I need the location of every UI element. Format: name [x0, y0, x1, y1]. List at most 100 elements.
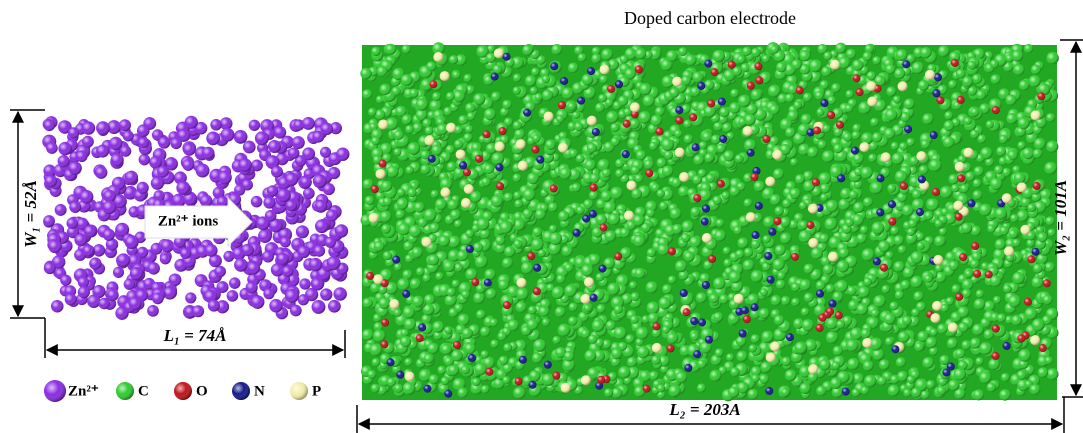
c-atom-shade — [922, 113, 933, 124]
c-atom-shade — [804, 264, 814, 274]
zn-atom-shade — [297, 246, 310, 259]
c-atom-shade — [502, 258, 513, 269]
c-atom-shade — [944, 120, 955, 131]
zn-atom-shade — [243, 141, 256, 154]
c-atom-shade — [441, 344, 452, 355]
zn-atom-shade — [327, 256, 341, 270]
zn-atom-shade — [69, 201, 81, 213]
c-atom-shade — [863, 197, 873, 207]
c-atom-shade — [754, 181, 765, 192]
zn-atom-shade — [238, 158, 251, 171]
c-atom-shade — [815, 91, 824, 100]
c-atom-shade — [542, 318, 550, 326]
c-atom-shade — [958, 306, 970, 318]
zn-atom-shade — [80, 190, 94, 204]
c-atom-shade — [413, 123, 423, 133]
c-atom-shade — [902, 316, 912, 326]
zn-atom-shade — [255, 131, 269, 145]
c-atom-shade — [405, 166, 414, 175]
c-atom-shade — [521, 262, 533, 274]
c-atom-shade — [473, 292, 485, 304]
c-atom-shade — [890, 226, 899, 235]
zn-atom-shade — [280, 236, 291, 247]
zn-atom-shade — [290, 305, 302, 317]
electrode-region — [360, 42, 1059, 401]
c-atom-shade — [405, 125, 414, 134]
c-atom-shade — [976, 289, 985, 298]
c-atom-shade — [387, 166, 399, 178]
c-atom-shade — [647, 301, 660, 314]
c-atom-shade — [503, 343, 512, 352]
c-atom-shade — [465, 125, 473, 133]
zn-atom-shade — [96, 145, 109, 158]
c-atom-shade — [921, 390, 930, 399]
c-atom-shade — [576, 154, 585, 163]
zn-atom-shade — [74, 233, 87, 246]
c-atom-shade — [776, 280, 786, 290]
zn-atom-shade — [258, 229, 272, 243]
c-atom-shade — [568, 316, 577, 325]
zn-atom-shade — [336, 148, 349, 161]
zn-atom-shade — [137, 124, 150, 137]
zn-atom-shade — [335, 224, 348, 237]
c-atom-shade — [906, 138, 915, 147]
zn-atom-shade — [147, 262, 159, 274]
zn-atom-shade — [325, 237, 336, 248]
zn-atom-shade — [271, 263, 284, 276]
c-atom-shade — [443, 260, 455, 272]
zn-atom-shade — [285, 200, 297, 212]
c-atom-shade — [819, 234, 829, 244]
c-atom-shade — [457, 387, 468, 398]
c-atom-shade — [837, 260, 849, 272]
zn-atom-shade — [271, 166, 283, 178]
zn-atom-shade — [263, 288, 274, 299]
c-atom-shade — [856, 233, 866, 243]
c-atom-shade — [990, 74, 1000, 84]
c-atom-shade — [980, 147, 992, 159]
c-atom-shade — [760, 288, 768, 296]
c-atom-shade — [1001, 373, 1010, 382]
c-atom-shade — [514, 200, 523, 209]
c-atom-shade — [454, 263, 463, 272]
c-atom-shade — [901, 280, 911, 290]
c-atom-shade — [1008, 229, 1018, 239]
zn-atom-shade — [234, 258, 248, 272]
c-atom-shade — [699, 141, 707, 149]
c-atom-shade — [903, 389, 911, 397]
c-atom-shade — [913, 291, 923, 301]
c-atom-shade — [381, 224, 391, 234]
zn-atom-shade — [247, 262, 260, 275]
zn-atom-shade — [302, 117, 315, 130]
c-atom-shade — [795, 174, 805, 184]
c-atom-shade — [770, 194, 781, 205]
c-atom-shade — [1002, 168, 1011, 177]
c-atom-shade — [1014, 172, 1026, 184]
zn-atom-shade — [83, 245, 94, 256]
c-atom-shade — [513, 121, 522, 130]
zn-atom-shade — [288, 147, 300, 159]
c-atom-shade — [888, 385, 900, 397]
c-atom-shade — [668, 276, 676, 284]
c-atom-shade — [396, 198, 408, 210]
c-atom-shade — [490, 340, 499, 349]
c-atom-shade — [940, 186, 953, 199]
c-atom-shade — [904, 98, 915, 109]
c-atom-shade — [790, 158, 798, 166]
zn-atom-shade — [285, 289, 299, 303]
zn-atom-shade — [123, 130, 134, 141]
c-atom-shade — [422, 118, 431, 127]
c-atom-shade — [1045, 262, 1055, 272]
c-atom-shade — [723, 259, 731, 267]
zn-atom-shade — [139, 154, 150, 165]
c-atom-shade — [1046, 113, 1055, 122]
c-atom-shade — [860, 226, 868, 234]
c-atom-shade — [782, 199, 791, 208]
c-atom-shade — [513, 387, 525, 399]
c-atom-shade — [733, 226, 742, 235]
c-atom-shade — [818, 172, 831, 185]
c-atom-shade — [737, 55, 746, 64]
zn-atom-shade — [107, 289, 119, 301]
c-atom-shade — [702, 131, 713, 142]
c-atom-shade — [799, 279, 811, 291]
zn-atom-shade — [98, 298, 110, 310]
